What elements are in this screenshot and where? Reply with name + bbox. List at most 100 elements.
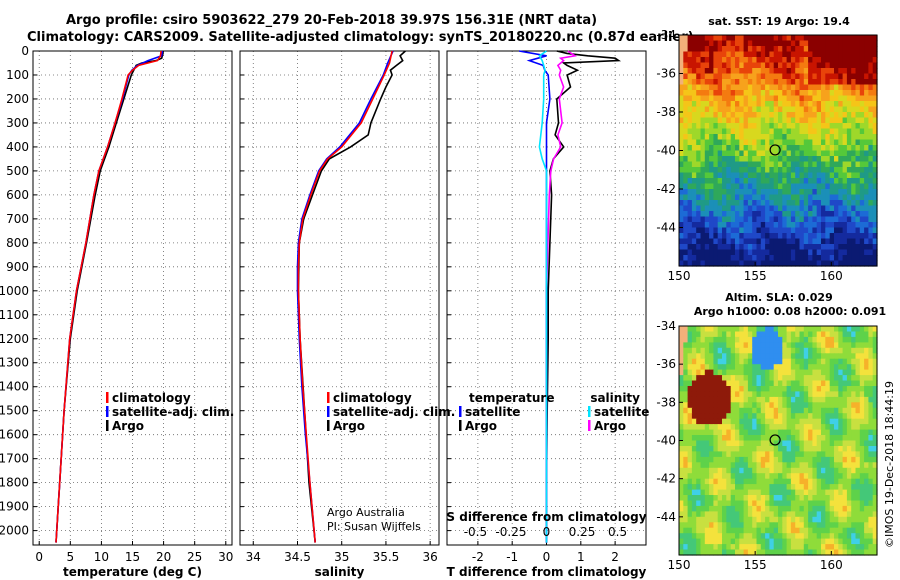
map-cell <box>799 391 805 398</box>
x-tick-label: 36 <box>423 550 438 564</box>
map-cell <box>700 353 706 360</box>
map-cell <box>868 106 874 113</box>
map-cell <box>722 79 727 86</box>
map-cell <box>696 353 702 360</box>
map-cell <box>790 172 796 179</box>
map-cell <box>825 375 831 382</box>
map-cell <box>821 178 826 185</box>
map-cell <box>743 446 749 453</box>
map-cell <box>683 495 689 502</box>
map-cell <box>821 222 826 229</box>
map-cell <box>859 489 865 496</box>
map-cell <box>834 189 839 196</box>
map-cell <box>769 331 775 338</box>
map-cell <box>803 549 809 556</box>
map-cell <box>868 478 874 485</box>
map-cell <box>691 429 697 436</box>
map-cell <box>691 101 697 108</box>
map-cell <box>747 244 753 251</box>
map-cell <box>717 46 723 53</box>
map-cell <box>855 500 861 507</box>
map-cell <box>825 386 831 393</box>
map-cell <box>713 172 719 179</box>
map-cell <box>829 380 835 387</box>
map-cell <box>687 489 693 496</box>
map-cell <box>730 500 736 507</box>
map-cell <box>816 522 822 529</box>
map-cell <box>864 73 869 80</box>
map-cell <box>752 79 758 86</box>
map-cell <box>829 369 835 376</box>
map-cell <box>739 478 745 485</box>
map-cell <box>829 156 835 163</box>
map-cell <box>855 402 861 409</box>
map-cell <box>687 134 693 141</box>
map-cell <box>829 484 835 491</box>
map-cell <box>786 216 792 223</box>
map-cell <box>851 467 857 474</box>
map-cell <box>743 522 749 529</box>
map-cell <box>829 538 835 545</box>
map-cell <box>838 178 844 185</box>
map-cell <box>842 123 848 130</box>
map-cell <box>752 145 758 152</box>
map-cell <box>786 418 792 425</box>
map-cell <box>821 347 826 354</box>
map-cell <box>872 73 878 80</box>
map-cell <box>704 446 710 453</box>
map-cell <box>735 145 740 152</box>
legend-swatch <box>459 420 462 431</box>
map-cell <box>739 418 745 425</box>
map-cell <box>838 101 844 108</box>
map-cell <box>864 418 869 425</box>
map-cell <box>696 205 702 212</box>
map-cell <box>726 233 732 240</box>
map-cell <box>803 123 809 130</box>
map-cell <box>864 446 869 453</box>
map-cell <box>773 467 779 474</box>
map-cell <box>778 62 783 69</box>
map-cell <box>773 123 779 130</box>
map-cell <box>834 216 839 223</box>
map-cell <box>696 150 702 157</box>
plot-frame <box>239 50 440 546</box>
map-cell <box>752 456 758 463</box>
map-cell <box>778 500 783 507</box>
map-cell <box>821 386 826 393</box>
map-cell <box>803 189 809 196</box>
map-cell <box>704 73 710 80</box>
map-cell <box>816 391 822 398</box>
map-cell <box>765 40 770 47</box>
map-cell <box>683 128 689 135</box>
map-cell <box>829 500 835 507</box>
map-cell <box>829 183 835 190</box>
map-cell <box>795 527 801 534</box>
map-cell <box>696 156 702 163</box>
map-cell <box>687 369 693 376</box>
map-cell <box>803 369 809 376</box>
series-line-salinity-satellite <box>538 50 548 543</box>
map-cell <box>691 172 697 179</box>
map-cell <box>756 183 762 190</box>
map-cell <box>756 418 762 425</box>
map-cell <box>864 478 869 485</box>
map-cell <box>825 112 831 119</box>
map-cell <box>713 194 719 201</box>
map-cell <box>747 511 753 518</box>
map-cell <box>799 255 805 262</box>
map-cell <box>747 183 753 190</box>
map-cell <box>691 117 697 124</box>
map-cell <box>829 544 835 551</box>
map-cell <box>846 544 852 551</box>
map-cell <box>722 358 727 365</box>
map-cell <box>679 205 684 212</box>
map-cell <box>842 227 848 234</box>
map-cell <box>821 84 826 91</box>
map-cell <box>769 211 775 218</box>
map-cell <box>747 178 753 185</box>
map-cell <box>726 364 732 371</box>
map-cell <box>864 84 869 91</box>
map-cell <box>846 128 852 135</box>
map-cell <box>842 484 848 491</box>
map-cell <box>799 123 805 130</box>
